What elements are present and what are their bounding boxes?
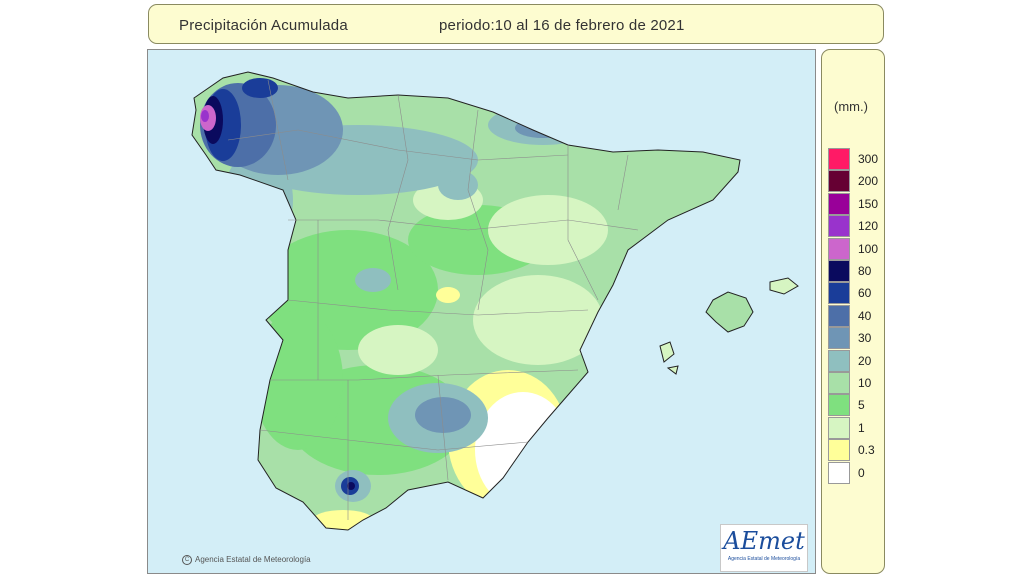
legend-swatch <box>828 372 850 394</box>
menorca-island <box>769 277 799 295</box>
copyright-notice: C Agencia Estatal de Meteorología <box>182 555 311 565</box>
legend-label: 10 <box>858 376 872 390</box>
legend-label: 120 <box>858 219 879 234</box>
legend-swatch <box>828 304 850 327</box>
legend-label: 1 <box>858 420 865 435</box>
legend-unit: (mm.) <box>834 99 868 114</box>
mallorca-island <box>705 291 754 333</box>
map-canvas <box>191 71 799 531</box>
legend-label: 0 <box>858 465 865 480</box>
legend-label: 200 <box>858 174 879 189</box>
legend-swatch <box>828 260 850 282</box>
legend-swatch <box>828 416 850 439</box>
province-boundaries <box>227 79 639 520</box>
legend-label: 20 <box>858 353 872 368</box>
legend-label: 100 <box>858 241 879 256</box>
copyright-text: Agencia Estatal de Meteorología <box>195 555 311 565</box>
legend-label: 40 <box>858 308 872 323</box>
legend-swatch <box>828 439 850 462</box>
legend-swatch <box>828 148 850 170</box>
legend-label: 5 <box>858 398 865 413</box>
formentera-island <box>666 365 679 375</box>
precipitation-map: C Agencia Estatal de Meteorología AEmet A… <box>147 49 816 574</box>
legend-label: 60 <box>858 286 872 301</box>
legend-label: 300 <box>858 152 879 166</box>
legend-swatch <box>828 394 850 417</box>
legend-label: 150 <box>858 196 879 211</box>
legend-swatch <box>828 282 850 305</box>
legend-label: 80 <box>858 264 872 278</box>
legend-swatch <box>828 170 850 193</box>
legend-swatch <box>828 215 850 238</box>
legend-panel: (mm.) 300 200 150 120 100 80 60 40 30 20 10 5 1 0.3 0 <box>821 49 885 574</box>
legend-swatch <box>828 327 850 350</box>
aemet-logo: AEmet Agencia Estatal de Meteorología <box>720 524 808 572</box>
map-title: Precipitación Acumulada <box>179 17 348 34</box>
ibiza-island <box>659 341 675 363</box>
legend-swatch <box>828 192 850 215</box>
title-bar: Precipitación Acumulada periodo:10 al 16… <box>148 4 884 44</box>
period-label: periodo:10 al 16 de febrero de 2021 <box>439 17 685 34</box>
copyright-icon: C <box>182 555 192 565</box>
logo-mark: AEmet <box>723 527 805 555</box>
logo-subtitle: Agencia Estatal de Meteorología <box>727 556 801 562</box>
legend-label: 0.3 <box>858 443 875 458</box>
legend-swatch <box>828 349 850 372</box>
legend-swatch <box>828 237 850 260</box>
legend-label: 30 <box>858 331 872 346</box>
legend-swatch <box>828 461 850 484</box>
